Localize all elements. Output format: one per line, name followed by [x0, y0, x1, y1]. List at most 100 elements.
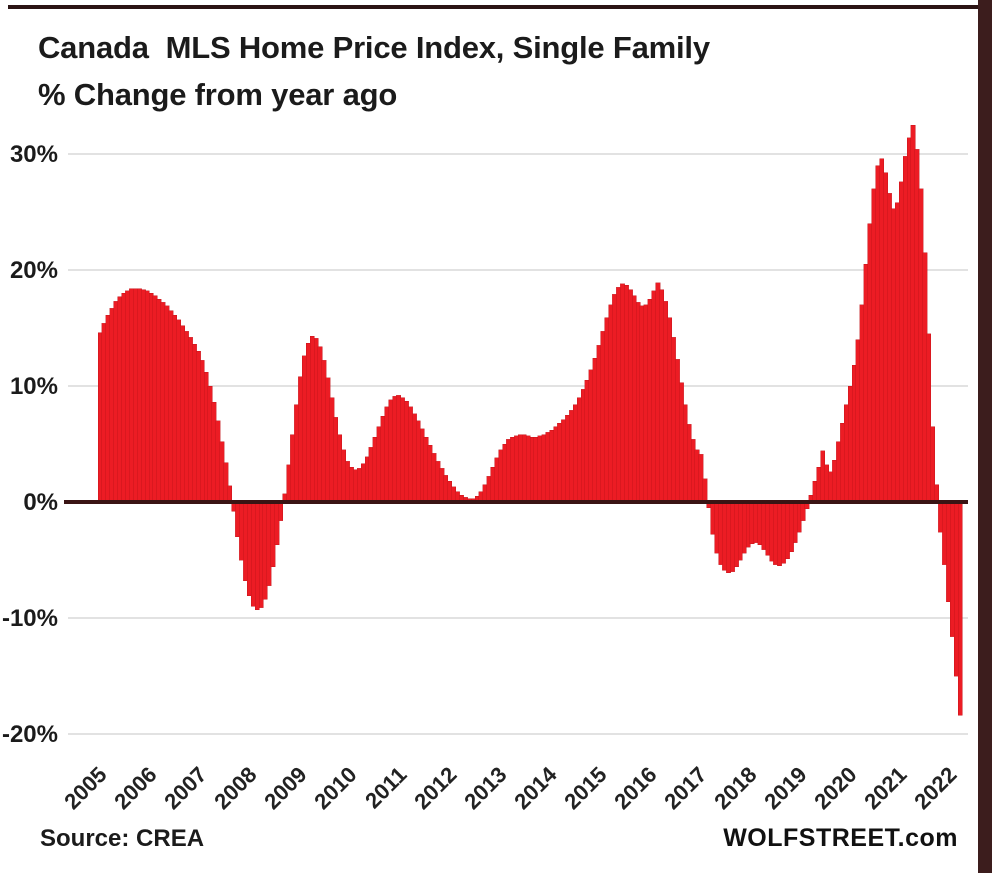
x-tick-label: 2022 [909, 762, 961, 814]
bar [447, 480, 453, 503]
bar [525, 435, 531, 503]
bar [843, 404, 849, 503]
bar [278, 501, 284, 521]
bar [254, 501, 260, 611]
bar [836, 441, 841, 503]
bar [227, 485, 233, 503]
x-tick-label: 2005 [59, 762, 111, 814]
bar [694, 449, 700, 503]
bar [957, 501, 963, 716]
bar [368, 447, 374, 503]
chart-subtitle: % Change from year ago [38, 77, 398, 112]
bar [357, 468, 362, 503]
bar [930, 426, 936, 503]
bar [486, 476, 492, 503]
bar [152, 295, 158, 503]
bar [679, 382, 684, 503]
bar [800, 501, 806, 521]
bar [898, 181, 904, 503]
bar [557, 422, 563, 503]
bar [953, 501, 959, 677]
bar [529, 436, 535, 503]
bar [820, 450, 826, 503]
bar [207, 385, 213, 503]
bar [298, 376, 303, 503]
bar [415, 420, 421, 503]
bar [345, 461, 350, 503]
bar [828, 471, 833, 503]
bar [859, 304, 865, 503]
y-tick-label: 10% [10, 373, 58, 400]
bar [309, 335, 315, 503]
bar [195, 351, 201, 503]
source-label: Source: CREA [40, 825, 205, 852]
bar [946, 501, 951, 602]
bar [235, 501, 240, 537]
bar [576, 397, 582, 503]
bar [851, 364, 857, 503]
window-right-edge [978, 0, 992, 873]
bar [274, 501, 280, 546]
bar [588, 369, 594, 503]
bar [671, 337, 676, 503]
bar [239, 501, 244, 561]
bar [184, 331, 189, 503]
bar [682, 404, 688, 503]
bar [329, 397, 335, 503]
bar [891, 208, 896, 503]
bar [113, 301, 119, 503]
bar [337, 434, 343, 503]
bar [902, 156, 908, 503]
bar [129, 288, 134, 503]
bar [631, 295, 637, 503]
bar [812, 480, 818, 503]
bar [561, 419, 566, 503]
x-tick-label: 2008 [209, 762, 261, 814]
bar [773, 501, 779, 565]
bar [211, 402, 217, 503]
bar [847, 385, 853, 503]
bar [164, 305, 170, 503]
bar [266, 501, 272, 586]
bar [144, 290, 150, 503]
bar [871, 188, 877, 503]
bar [140, 289, 146, 503]
x-tick-label: 2015 [559, 762, 611, 814]
bar [741, 501, 747, 554]
bar [97, 332, 103, 503]
bar [502, 443, 508, 503]
bar [734, 501, 739, 568]
bar [325, 377, 331, 503]
bar [510, 436, 515, 503]
bar [541, 434, 547, 503]
bar [686, 424, 692, 503]
bar [317, 346, 323, 503]
bar [313, 338, 319, 503]
bar [302, 355, 307, 503]
bar [133, 288, 138, 503]
bar [647, 298, 653, 503]
bar [156, 298, 162, 503]
bar [451, 486, 456, 503]
bar [726, 501, 731, 573]
bar [635, 302, 641, 503]
bar [737, 501, 743, 561]
bar [518, 434, 523, 503]
bar [698, 454, 704, 503]
bar [498, 449, 504, 503]
bar [427, 444, 433, 503]
bar [203, 371, 209, 503]
bar [840, 422, 845, 503]
bar [643, 304, 649, 503]
y-tick-label: 0% [23, 489, 58, 516]
bar [215, 420, 221, 503]
bar [796, 501, 802, 533]
bar [887, 193, 892, 503]
bar [125, 290, 131, 503]
bar [714, 501, 720, 554]
bar [749, 501, 755, 544]
bar [117, 296, 123, 503]
bar [875, 165, 881, 503]
bar [938, 501, 943, 533]
bar [777, 501, 782, 566]
